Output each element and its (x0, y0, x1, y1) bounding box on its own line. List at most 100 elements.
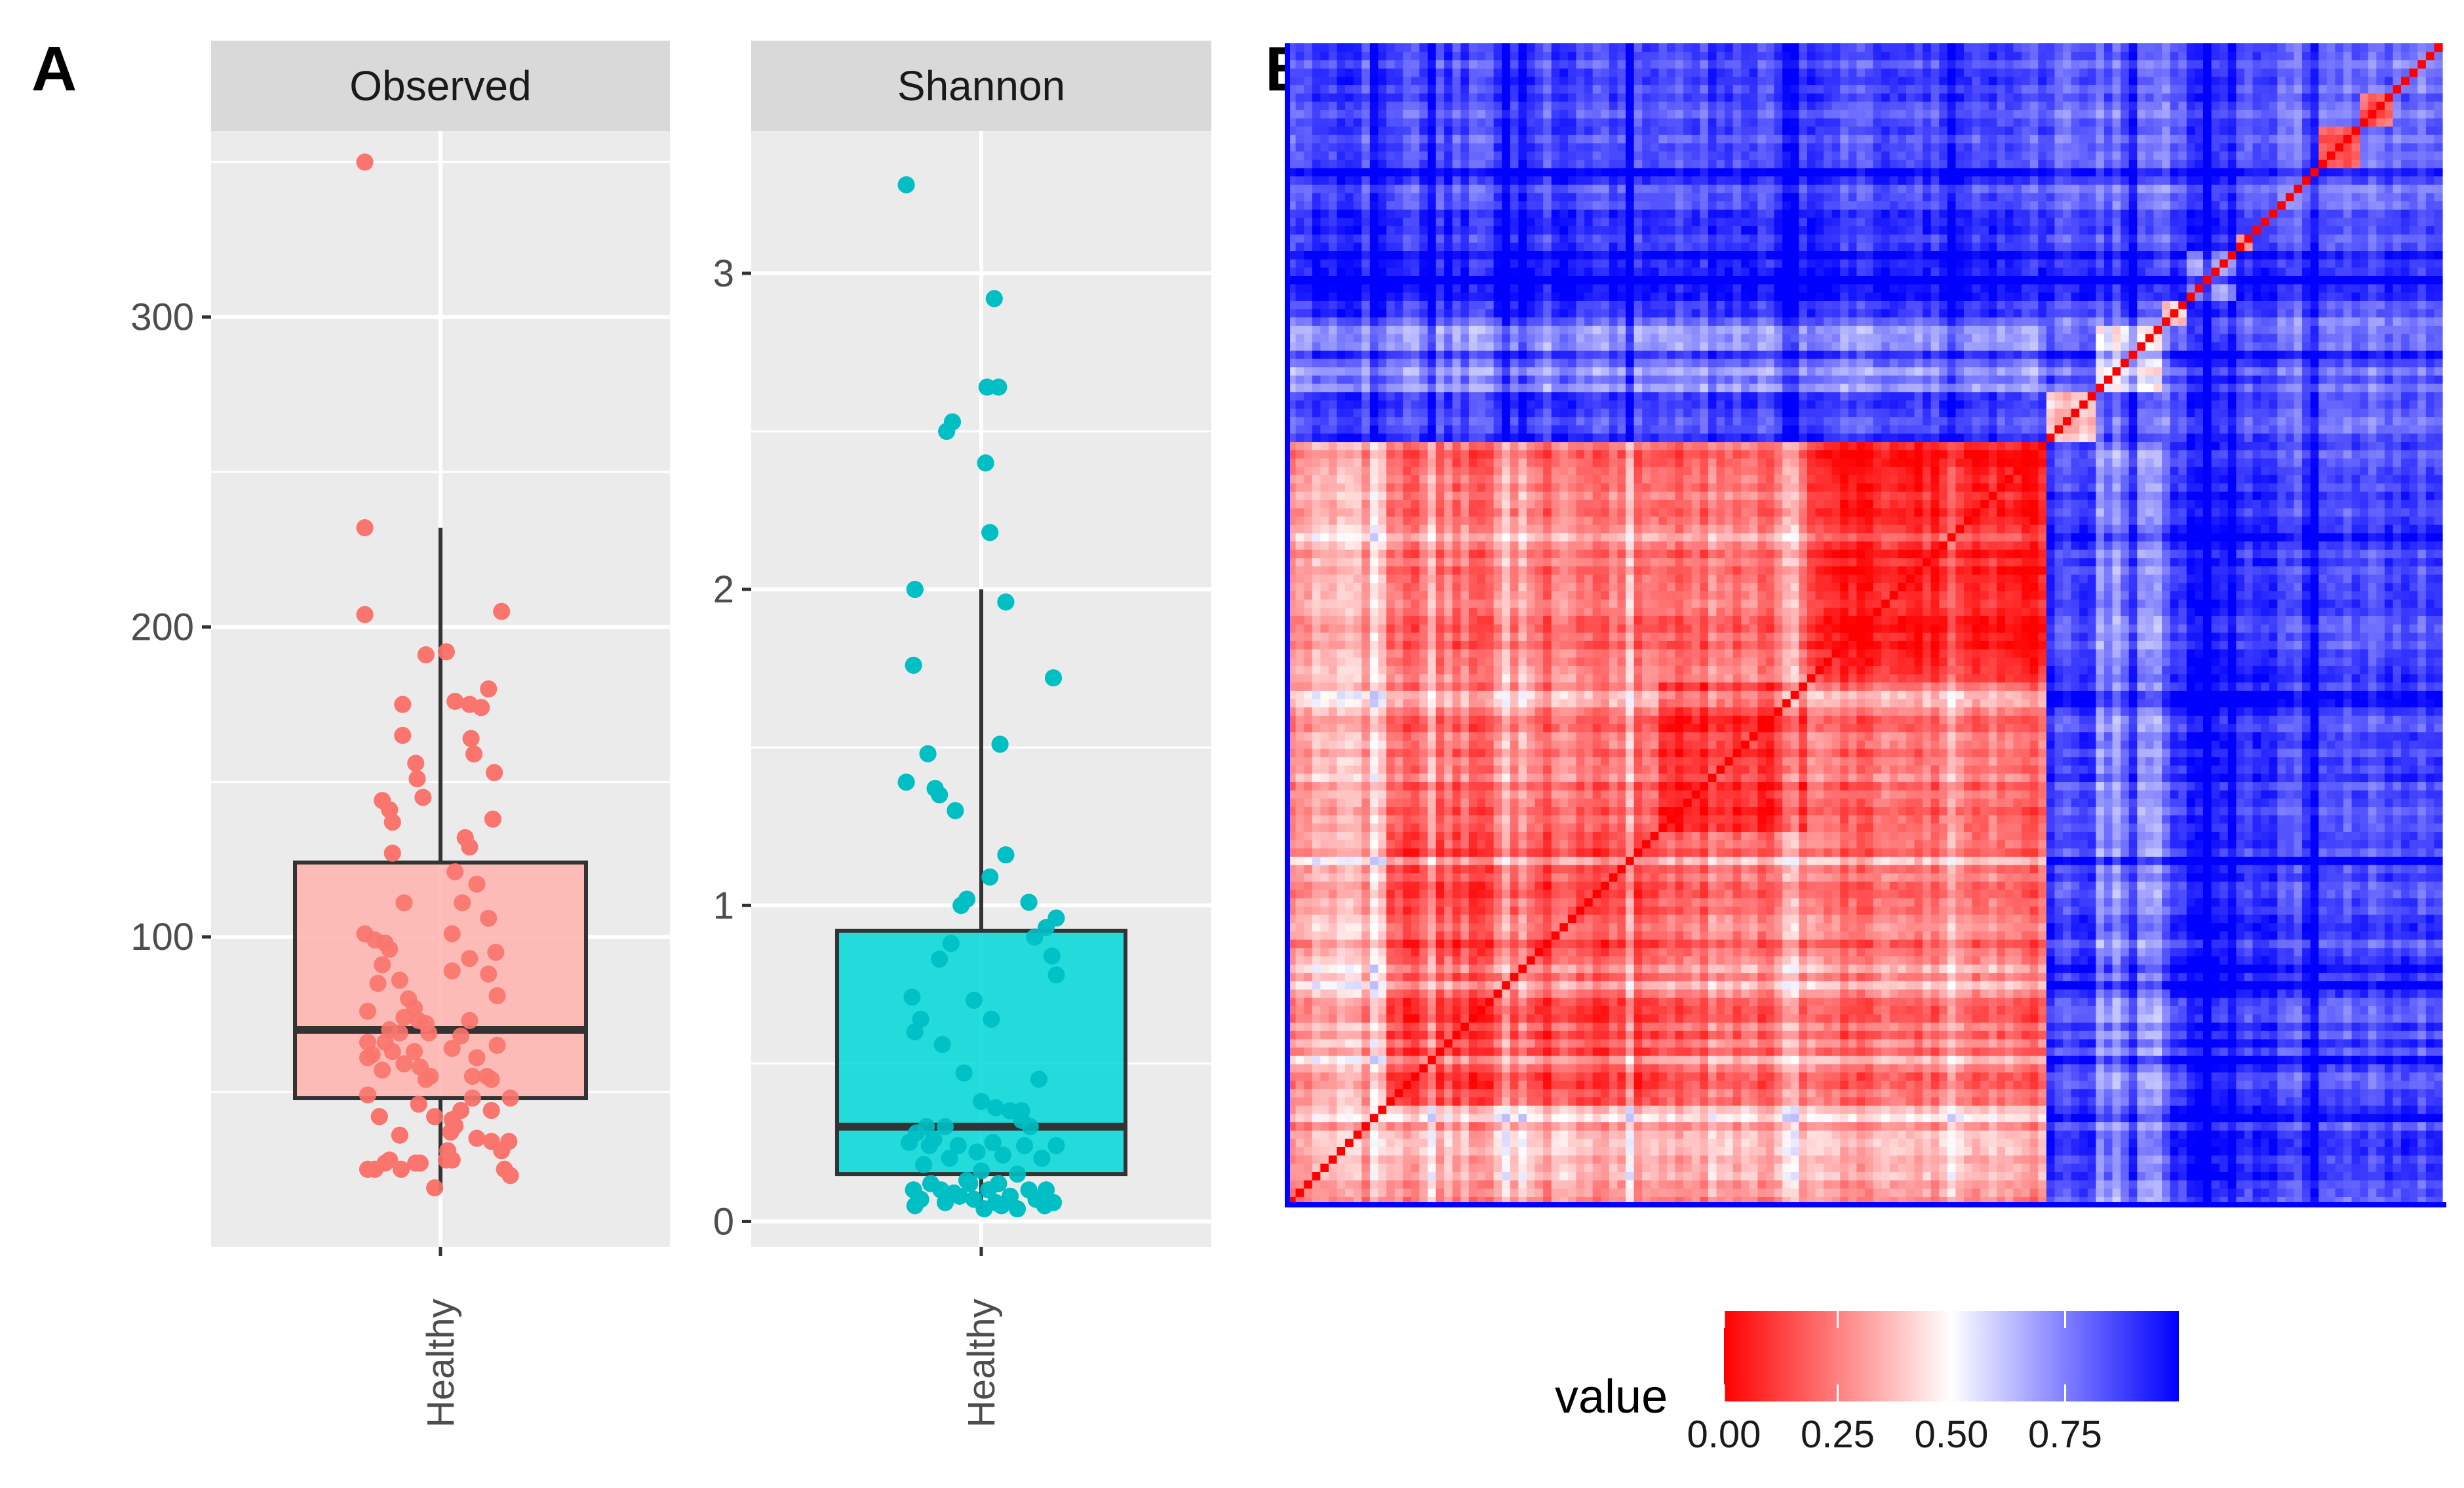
heatmap-cell (1930, 1013, 1940, 1023)
shannon-point-overlay (937, 1118, 954, 1135)
heatmap-cell (1312, 1163, 1321, 1172)
heatmap-cell (2162, 989, 2171, 998)
heatmap-cell (1592, 1063, 1601, 1073)
heatmap-cell (1757, 1113, 1767, 1123)
heatmap-cell (1831, 981, 1841, 990)
heatmap-cell (1369, 1072, 1379, 1081)
heatmap-cell (1567, 1188, 1577, 1197)
heatmap-cell (1642, 931, 1651, 940)
heatmap-cell (2112, 1055, 2121, 1065)
heatmap-cell (2425, 964, 2435, 973)
heatmap-cell (2054, 1030, 2063, 1040)
heatmap-cell (1543, 1055, 1552, 1065)
heatmap-cell (1881, 1030, 1890, 1040)
heatmap-cell (2162, 1013, 2171, 1023)
heatmap-cell (1691, 1155, 1700, 1164)
heatmap-cell (1708, 1055, 1717, 1065)
heatmap-cell (2269, 972, 2278, 981)
heatmap-cell (2145, 1063, 2155, 1073)
heatmap-cell (1403, 1038, 1412, 1048)
heatmap-cell (1765, 1180, 1775, 1189)
heatmap-cell (1700, 1097, 1709, 1106)
heatmap-cell (1559, 1047, 1569, 1056)
heatmap-cell (2401, 1122, 2410, 1131)
heatmap-cell (1658, 1013, 1668, 1023)
heatmap-cell (2211, 989, 2220, 998)
heatmap-cell (2054, 1146, 2063, 1156)
heatmap-cell (2425, 939, 2435, 949)
heatmap-cell (1980, 981, 1989, 990)
heatmap-cell (1708, 964, 1717, 973)
heatmap-cell (1535, 1072, 1544, 1081)
heatmap-cell (1493, 1013, 1502, 1023)
heatmap-cell (2112, 972, 2121, 981)
heatmap-cell (1947, 989, 1957, 998)
heatmap-cell (1518, 1088, 1527, 1098)
heatmap-cell (2401, 1146, 2410, 1156)
heatmap-cell (1939, 1055, 1948, 1065)
observed-strip (211, 41, 670, 131)
heatmap-cell (1898, 939, 1907, 949)
heatmap-cell (1930, 1163, 1940, 1172)
heatmap-cell (2384, 1097, 2394, 1106)
heatmap-cell (1617, 1163, 1626, 1172)
shannon-point-overlay (901, 1133, 918, 1151)
heatmap-cell (2195, 1130, 2204, 1139)
heatmap-cell (1543, 981, 1552, 990)
heatmap-cell (1840, 1113, 1849, 1123)
heatmap-cell (1914, 1022, 1923, 1031)
heatmap-cell (1567, 1072, 1577, 1081)
heatmap-cell (1626, 1055, 1635, 1065)
heatmap-cell (1840, 1038, 1849, 1048)
heatmap-cell (1732, 1138, 1742, 1147)
heatmap-cell (1378, 1097, 1387, 1106)
heatmap-cell (2401, 1080, 2410, 1089)
heatmap-cell (1848, 1072, 1858, 1081)
heatmap-cell (2261, 1088, 2270, 1098)
heatmap-cell (2376, 1180, 2385, 1189)
heatmap-cell (2128, 1105, 2138, 1114)
observed-point-overlay (420, 1024, 438, 1042)
heatmap-cell (2195, 947, 2204, 956)
heatmap-cell (1840, 1180, 1849, 1189)
heatmap-cell (2211, 1130, 2220, 1139)
heatmap-cell (2220, 972, 2229, 981)
heatmap-cell (2170, 1163, 2179, 1172)
heatmap-cell (1353, 997, 1362, 1006)
heatmap-cell (1394, 1130, 1403, 1139)
heatmap-cell (1716, 1022, 1725, 1031)
heatmap-cell (2046, 1180, 2056, 1189)
heatmap-cell (2103, 1088, 2113, 1098)
heatmap-cell (2351, 1055, 2360, 1065)
heatmap-cell (2153, 1122, 2162, 1131)
heatmap-cell (2401, 981, 2410, 990)
heatmap-cell (1873, 1038, 1882, 1048)
heatmap-cell (1460, 989, 1470, 998)
heatmap-cell (1988, 1171, 1997, 1181)
heatmap-cell (2022, 1088, 2031, 1098)
heatmap-cell (1468, 939, 1478, 949)
heatmap-cell (2277, 1097, 2286, 1106)
heatmap-cell (2360, 1171, 2369, 1181)
heatmap-cell (1658, 1122, 1668, 1131)
heatmap-cell (1774, 997, 1783, 1006)
heatmap-cell (1923, 931, 1932, 940)
heatmap-cell (1790, 956, 1799, 965)
heatmap-cell (1988, 1088, 1997, 1098)
heatmap-cell (2211, 1163, 2220, 1172)
heatmap-cell (1700, 997, 1709, 1006)
heatmap-cell (1774, 964, 1783, 973)
heatmap-cell (2425, 1047, 2435, 1056)
heatmap-cell (1403, 981, 1412, 990)
heatmap-cell (1626, 964, 1635, 973)
heatmap-cell (1683, 1006, 1692, 1015)
heatmap-cell (2360, 1088, 2369, 1098)
heatmap-cell (2285, 956, 2295, 965)
heatmap-cell (1617, 1063, 1626, 1073)
heatmap-cell (2203, 1080, 2212, 1089)
heatmap-cell (1906, 989, 1915, 998)
heatmap-cell (1980, 1097, 1989, 1106)
heatmap-cell (1997, 1055, 2006, 1065)
heatmap-cell (1386, 1038, 1396, 1048)
heatmap-cell (2137, 1088, 2146, 1098)
